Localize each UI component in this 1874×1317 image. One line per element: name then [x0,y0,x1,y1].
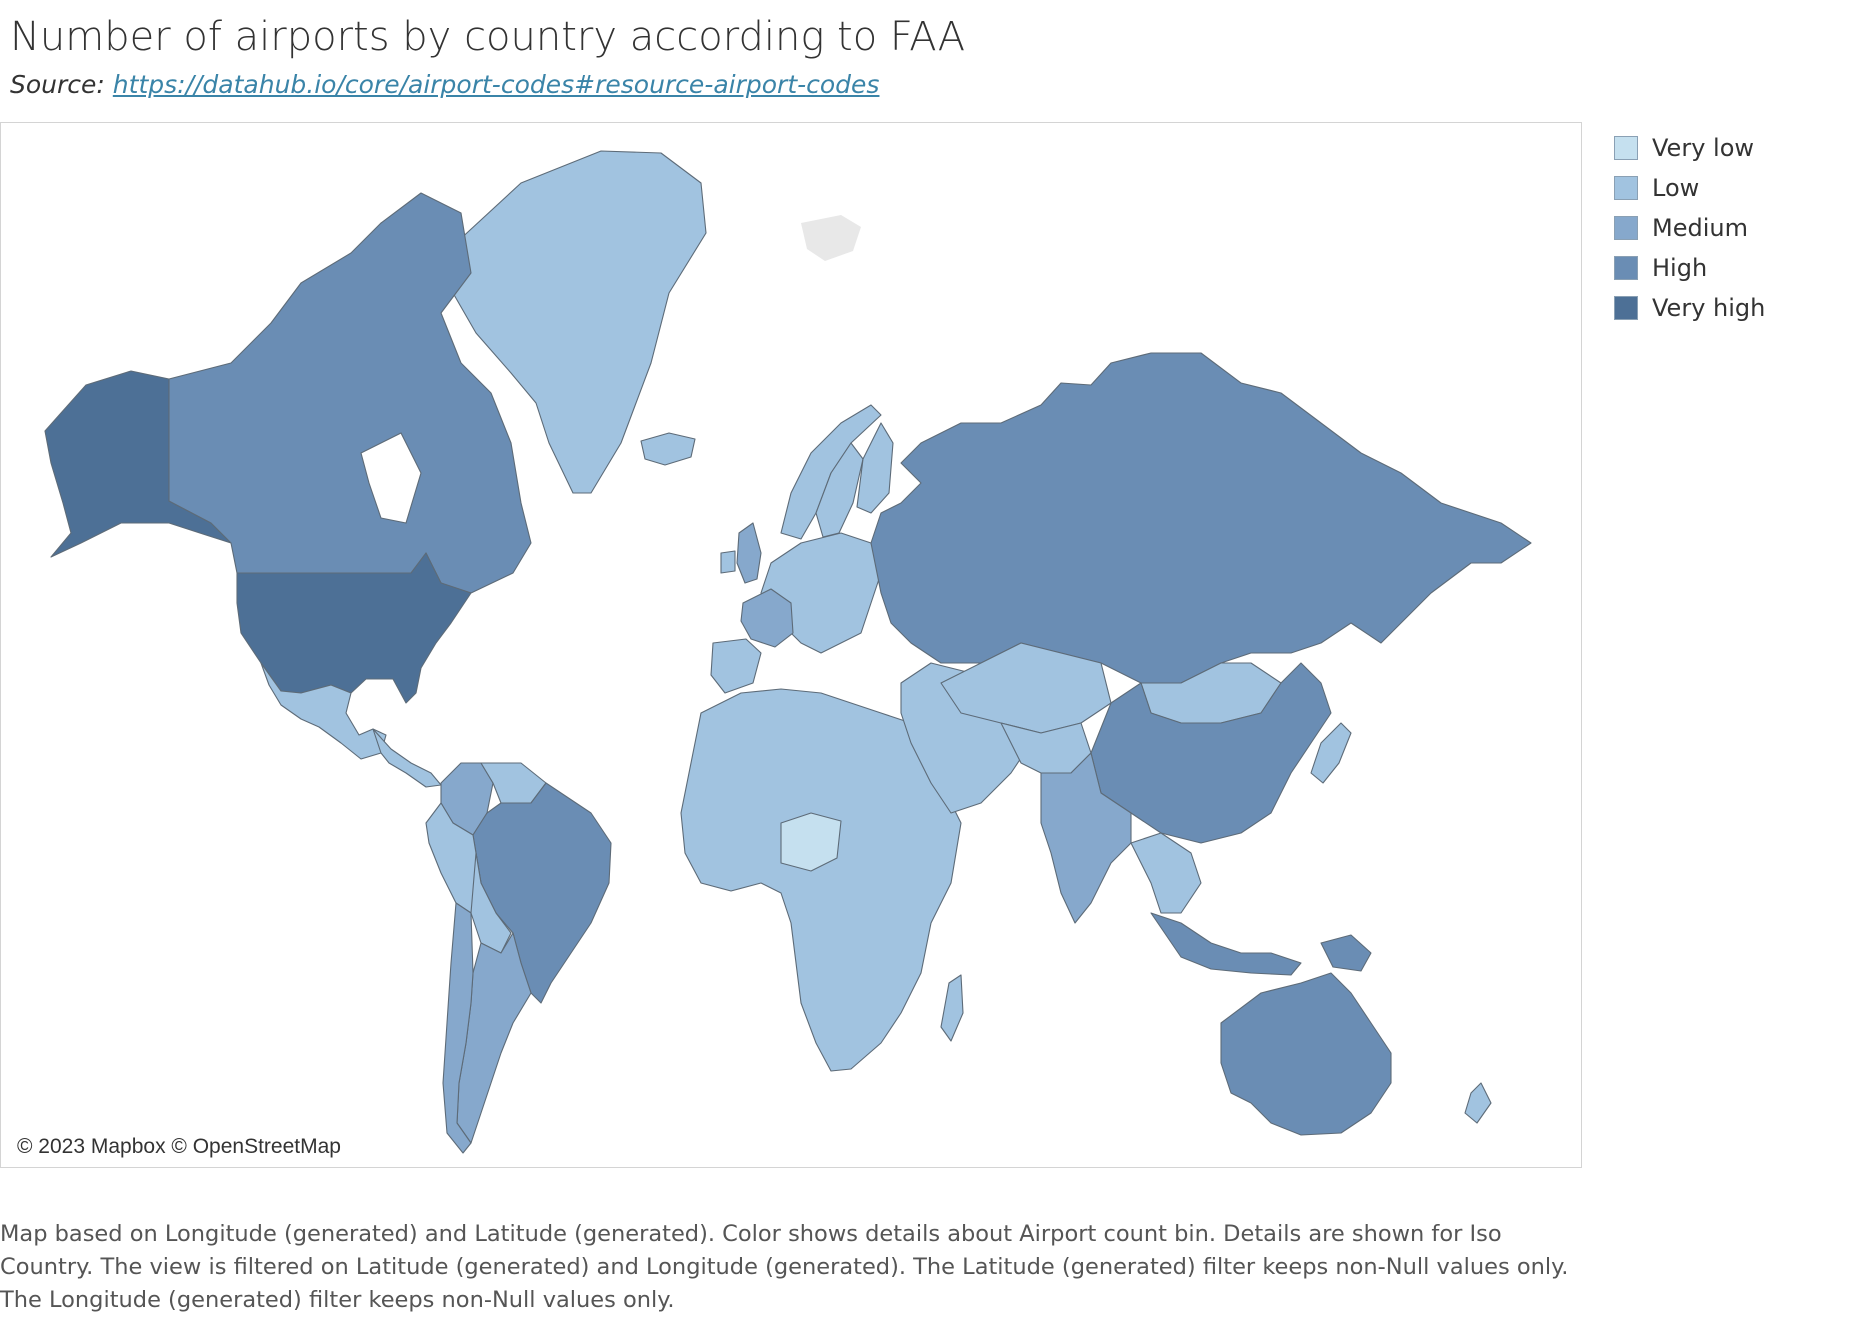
country-alaska[interactable] [44,370,232,558]
legend-item-high[interactable]: High [1614,248,1765,288]
legend-swatch [1614,296,1638,320]
world-map[interactable]: © 2023 Mapbox © OpenStreetMap [0,122,1582,1168]
country-chile[interactable] [442,902,474,1154]
hudson-bay [360,432,422,524]
page-title: Number of airports by country according … [10,14,966,60]
legend-label: Very low [1652,134,1754,162]
legend-item-very-low[interactable]: Very low [1614,128,1765,168]
legend-swatch [1614,176,1638,200]
legend-item-very-high[interactable]: Very high [1614,288,1765,328]
country-ireland[interactable] [720,550,736,574]
legend-label: Low [1652,174,1700,202]
country-central-america[interactable] [372,728,442,788]
choropleth-svg[interactable] [1,123,1582,1168]
country-india[interactable] [1040,752,1132,924]
country-russia[interactable] [870,352,1532,684]
country-iberia[interactable] [710,638,762,694]
legend-swatch [1614,136,1638,160]
country-china[interactable] [1090,662,1332,844]
svalbard [801,215,861,261]
country-norway[interactable] [780,404,882,540]
legend-label: Very high [1652,294,1766,322]
legend-item-low[interactable]: Low [1614,168,1765,208]
country-france[interactable] [740,588,794,648]
country-papua-new-guinea[interactable] [1320,934,1372,972]
legend-swatch [1614,256,1638,280]
map-attribution[interactable]: © 2023 Mapbox © OpenStreetMap [9,1133,349,1161]
legend-label: High [1652,254,1708,282]
view-caption: Map based on Longitude (generated) and L… [0,1221,1569,1313]
color-legend: Very low Low Medium High Very high [1614,128,1765,328]
legend-label: Medium [1652,214,1748,242]
country-greenland[interactable] [452,150,707,494]
country-new-zealand[interactable] [1464,1082,1492,1124]
country-southeast-asia[interactable] [1130,832,1202,914]
country-australia[interactable] [1220,972,1392,1136]
country-sweden[interactable] [815,442,864,538]
legend-swatch [1614,216,1638,240]
country-finland[interactable] [856,422,894,514]
legend-item-medium[interactable]: Medium [1614,208,1765,248]
country-iceland[interactable] [640,432,696,466]
source-line: Source: https://datahub.io/core/airport-… [10,70,879,99]
country-united-kingdom[interactable] [736,522,762,584]
country-africa-other[interactable] [680,688,962,1072]
country-japan[interactable] [1310,722,1352,784]
country-mexico[interactable] [260,662,387,760]
country-bolivia[interactable] [470,852,512,954]
country-niger[interactable] [780,812,842,872]
country-indonesia[interactable] [1150,912,1302,976]
country-madagascar[interactable] [940,974,964,1042]
source-link[interactable]: https://datahub.io/core/airport-codes#re… [112,70,880,99]
source-prefix: Source: [10,70,113,99]
